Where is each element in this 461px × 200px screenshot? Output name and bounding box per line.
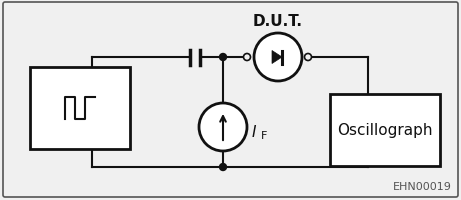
Text: $\mathit{I}$: $\mathit{I}$ — [251, 123, 257, 139]
Bar — [30, 68, 130, 149]
Circle shape — [254, 34, 302, 82]
FancyBboxPatch shape — [3, 3, 458, 197]
Polygon shape — [272, 51, 282, 64]
Circle shape — [219, 54, 226, 61]
Text: Oscillograph: Oscillograph — [337, 123, 433, 138]
Circle shape — [305, 54, 312, 61]
Bar — [330, 95, 440, 166]
Circle shape — [219, 164, 226, 171]
Text: EHN00019: EHN00019 — [393, 181, 452, 191]
Text: F: F — [261, 130, 267, 140]
Circle shape — [243, 54, 250, 61]
Text: D.U.T.: D.U.T. — [253, 14, 303, 29]
Circle shape — [199, 103, 247, 151]
